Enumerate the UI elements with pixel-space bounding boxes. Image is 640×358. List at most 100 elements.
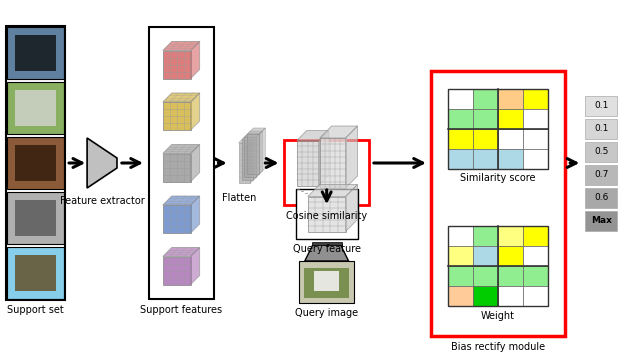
Polygon shape	[257, 131, 262, 177]
Bar	[304, 268, 349, 298]
Polygon shape	[250, 137, 257, 183]
Bar	[431, 71, 565, 336]
Bar	[498, 266, 523, 286]
Polygon shape	[297, 131, 329, 140]
Text: Cosine similarity: Cosine similarity	[286, 211, 367, 221]
Polygon shape	[191, 93, 200, 130]
Bar	[585, 164, 617, 184]
Bar	[284, 140, 369, 205]
Text: 0.1: 0.1	[594, 101, 609, 110]
Bar	[473, 109, 498, 129]
Bar	[448, 89, 548, 169]
Polygon shape	[297, 140, 319, 185]
Text: 0.7: 0.7	[594, 170, 609, 179]
Text: Query feature: Query feature	[292, 244, 361, 254]
Text: Support set: Support set	[8, 305, 64, 315]
Bar	[448, 246, 473, 266]
Bar	[149, 27, 214, 299]
Bar	[300, 261, 354, 303]
Bar	[523, 286, 548, 306]
Polygon shape	[305, 245, 349, 261]
Polygon shape	[239, 143, 250, 183]
Bar	[296, 189, 358, 239]
Text: Weight: Weight	[481, 311, 515, 321]
Polygon shape	[259, 128, 266, 174]
Polygon shape	[253, 134, 259, 180]
Bar	[585, 96, 617, 116]
Bar	[8, 27, 64, 79]
Bar	[8, 82, 64, 134]
Bar	[473, 149, 498, 169]
Bar	[523, 109, 548, 129]
Polygon shape	[241, 134, 259, 140]
Bar	[473, 246, 498, 266]
Polygon shape	[191, 145, 200, 182]
Bar	[523, 149, 548, 169]
Polygon shape	[163, 247, 200, 256]
Text: Query image: Query image	[295, 308, 358, 318]
Polygon shape	[87, 138, 117, 188]
Bar	[585, 118, 617, 139]
Polygon shape	[191, 247, 200, 285]
Bar	[448, 149, 473, 169]
Text: Max: Max	[591, 216, 612, 225]
Bar	[15, 90, 56, 126]
Polygon shape	[163, 50, 191, 78]
Bar	[523, 246, 548, 266]
Bar	[473, 266, 498, 286]
Polygon shape	[308, 197, 346, 232]
Bar	[473, 129, 498, 149]
Bar	[448, 226, 548, 306]
Bar	[498, 109, 523, 129]
Bar	[8, 192, 64, 244]
Bar	[523, 226, 548, 246]
Bar	[498, 129, 523, 149]
Polygon shape	[163, 102, 191, 130]
Polygon shape	[163, 93, 200, 102]
Bar	[8, 137, 64, 189]
Text: Bias rectify module: Bias rectify module	[451, 342, 545, 352]
Bar	[15, 145, 56, 181]
Text: Feature extractor: Feature extractor	[60, 196, 145, 206]
Polygon shape	[319, 131, 329, 185]
Polygon shape	[320, 138, 346, 188]
Bar	[448, 286, 473, 306]
Polygon shape	[191, 196, 200, 233]
Text: 0.5: 0.5	[594, 147, 609, 156]
Polygon shape	[163, 154, 191, 182]
Text: 0.6: 0.6	[594, 193, 609, 202]
Polygon shape	[248, 128, 266, 134]
Bar	[473, 89, 498, 109]
Bar	[585, 141, 617, 161]
Text: Similarity score: Similarity score	[460, 173, 536, 183]
Bar	[498, 89, 523, 109]
Bar	[498, 246, 523, 266]
Polygon shape	[163, 205, 191, 233]
Polygon shape	[248, 134, 259, 174]
Polygon shape	[244, 137, 257, 177]
Bar	[15, 35, 56, 71]
Bar	[498, 286, 523, 306]
Text: Flatten: Flatten	[222, 193, 257, 203]
Polygon shape	[308, 184, 358, 197]
Polygon shape	[163, 145, 200, 154]
Bar	[585, 211, 617, 231]
Bar	[312, 242, 342, 245]
Bar	[523, 266, 548, 286]
Bar	[15, 200, 56, 236]
Polygon shape	[244, 131, 262, 137]
Bar	[448, 89, 473, 109]
Polygon shape	[163, 256, 191, 285]
Polygon shape	[163, 196, 200, 205]
Text: Support features: Support features	[140, 305, 222, 315]
Polygon shape	[241, 140, 253, 180]
Bar	[585, 188, 617, 208]
Polygon shape	[346, 184, 358, 232]
Bar	[6, 26, 65, 300]
Bar	[8, 247, 64, 299]
Polygon shape	[191, 42, 200, 78]
Bar	[448, 129, 473, 149]
Bar	[498, 149, 523, 169]
Bar	[448, 109, 473, 129]
Polygon shape	[163, 42, 200, 50]
